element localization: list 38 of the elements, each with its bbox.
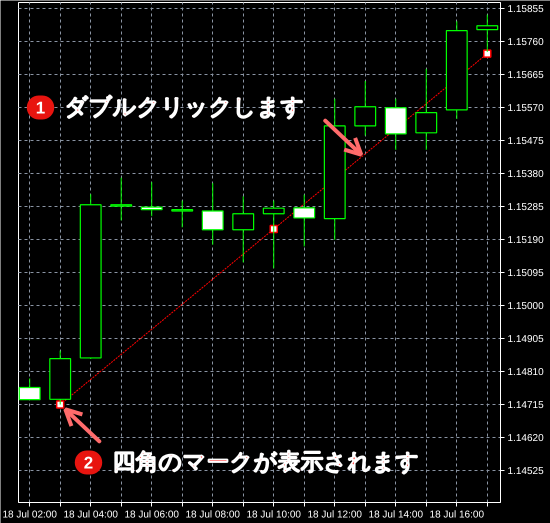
x-tick-label: 18 Jul 02:00 [2,510,58,520]
y-tick-label: 1.15285 [508,202,544,213]
y-tick-label: 1.15000 [508,300,544,312]
candlestick [354,80,376,136]
y-tick-label: 1.15760 [508,36,544,48]
candlestick [415,68,438,150]
x-tick-label: 18 Jul 16:00 [430,510,484,520]
candlestick [232,196,254,263]
y-tick-label: 1.14715 [508,400,544,412]
y-tick-label: 1.14810 [508,367,544,378]
candlestick [171,200,194,228]
x-tick-label: 18 Jul 14:00 [368,510,424,520]
candlestick [110,177,132,221]
y-tick-label: 1.15665 [508,70,544,81]
y-tick-label: 1.15855 [508,4,544,15]
y-tick-label: 1.15190 [508,234,544,246]
x-tick-label: 18 Jul 06:00 [124,510,180,520]
x-tick-label: 18 Jul 08:00 [185,510,240,520]
candlestick [293,194,316,247]
point [483,49,492,58]
y-tick-label: 1.14620 [508,433,544,444]
y-tick-label: 1.14905 [508,334,544,345]
y-tick-label: 1.15570 [508,102,544,114]
x-tick-label: 18 Jul 04:00 [63,510,118,520]
x-tick-label: 18 Jul 10:00 [246,510,302,520]
point [56,400,64,409]
candlestick [140,182,163,217]
candlestick [262,200,285,269]
candlestick [202,182,224,246]
annotation: 2 [84,454,94,472]
annotation: 1 [36,98,46,118]
x-tick-label: 18 Jul 12:00 [308,510,362,520]
annotation: 四角のマークが表示されます [112,450,420,476]
y-tick-label: 1.15380 [508,168,544,180]
y-tick-label: 1.15475 [508,136,544,147]
y-tick-label: 1.14525 [508,466,544,478]
y-tick-label: 1.15095 [508,268,544,279]
annotation: ダブルクリックします [64,94,304,120]
